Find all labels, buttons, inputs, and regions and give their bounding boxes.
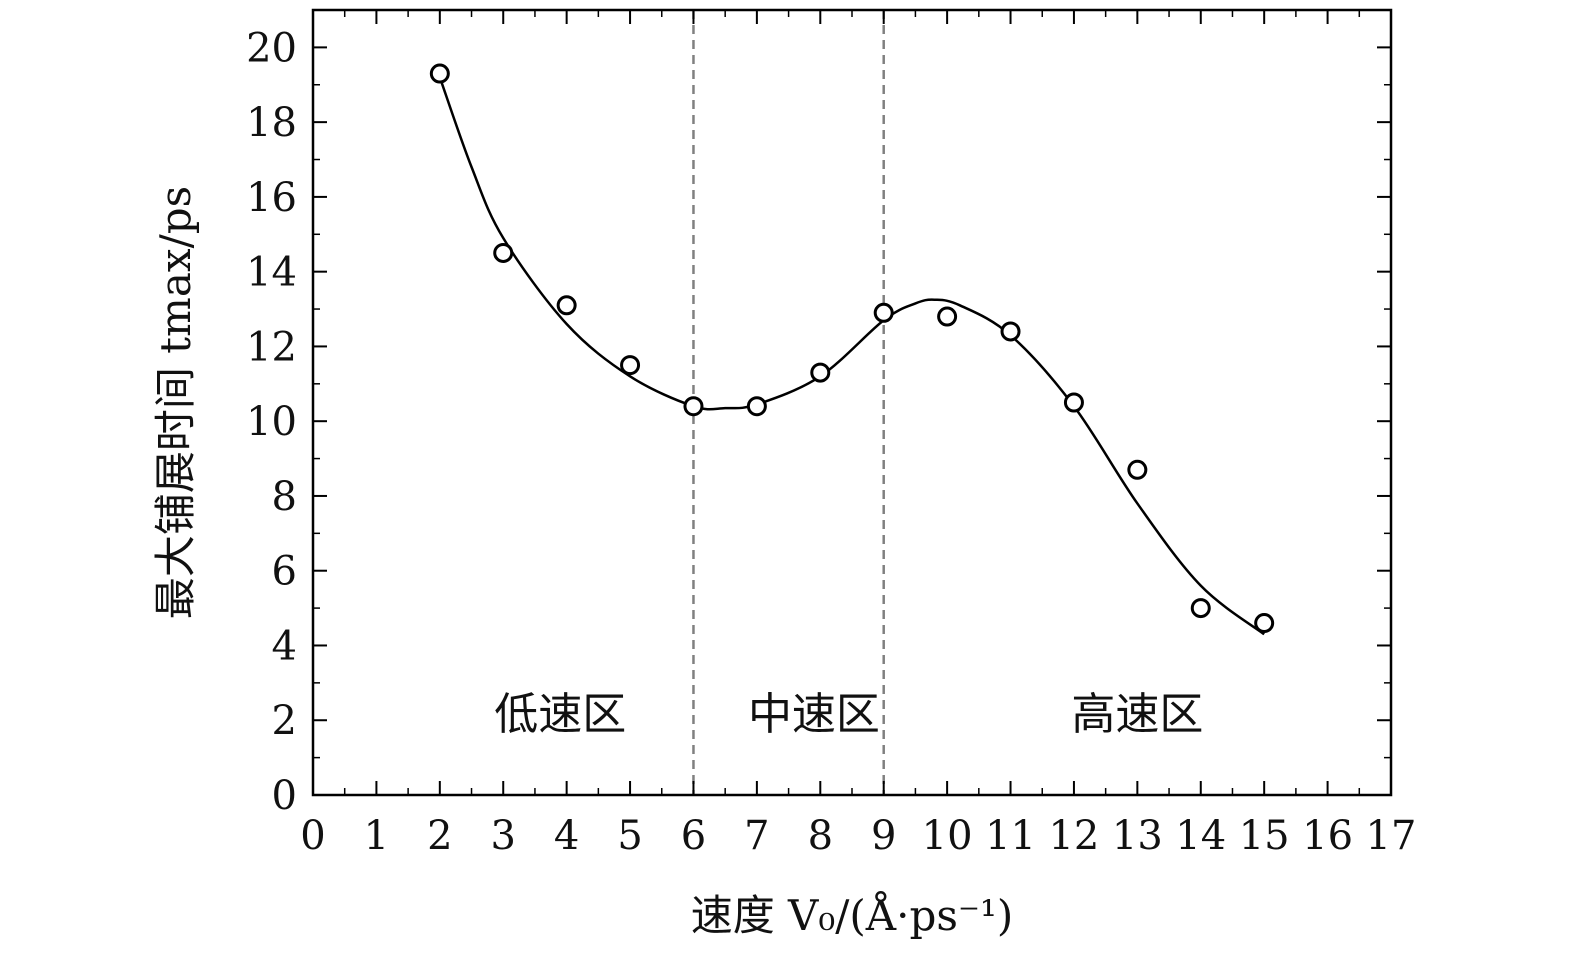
fit-curve <box>438 76 1265 636</box>
region-divider-lines <box>692 10 885 795</box>
x-tick-label: 3 <box>491 813 516 859</box>
x-tick-label: 4 <box>554 813 579 859</box>
data-point <box>873 302 894 323</box>
y-tick-label: 10 <box>246 399 297 445</box>
y-tick-label: 16 <box>246 175 297 221</box>
y-tick-label: 0 <box>272 773 297 819</box>
y-tick-label: 14 <box>246 250 297 296</box>
x-tick-label: 10 <box>922 813 973 859</box>
region-labels: 低速区 中速区 高速区 <box>494 689 1203 740</box>
x-tick-label: 12 <box>1048 813 1099 859</box>
x-tick-label: 7 <box>744 813 769 859</box>
data-point <box>556 295 577 316</box>
plot-frame <box>311 8 1393 797</box>
y-tick-label: 20 <box>246 25 297 71</box>
y-tick-label: 2 <box>272 698 297 744</box>
x-tick-label: 15 <box>1239 813 1290 859</box>
data-point <box>937 306 958 327</box>
x-tick-labels: 0 1 2 3 4 5 6 7 8 9 10 11 12 13 14 15 16 17 <box>300 813 1416 859</box>
data-point <box>1063 392 1084 413</box>
data-point <box>493 242 514 263</box>
data-point <box>1254 613 1275 634</box>
y-tick-label: 18 <box>246 100 297 146</box>
x-tick-label: 5 <box>617 813 642 859</box>
x-tick-label: 8 <box>808 813 833 859</box>
y-tick-label: 6 <box>272 549 297 595</box>
y-tick-label: 12 <box>246 324 297 370</box>
x-tick-label: 1 <box>364 813 389 859</box>
y-axis-title: 最大铺展时间 tmax/ps <box>151 186 200 619</box>
data-point <box>683 396 704 417</box>
data-points-layer <box>429 63 1275 634</box>
x-tick-label: 13 <box>1112 813 1163 859</box>
y-tick-label: 8 <box>272 474 297 520</box>
x-tick-label: 14 <box>1175 813 1226 859</box>
y-tick-labels: 0 2 4 6 8 10 12 14 16 18 20 <box>246 25 297 819</box>
x-tick-label: 6 <box>681 813 706 859</box>
x-tick-label: 11 <box>985 813 1036 859</box>
x-tick-label: 2 <box>427 813 452 859</box>
fit-curve-layer <box>438 76 1265 636</box>
y-tick-label: 4 <box>272 623 297 669</box>
data-point <box>429 63 450 84</box>
axis-ticks <box>312 10 1392 796</box>
data-point <box>746 396 767 417</box>
data-point <box>810 362 831 383</box>
x-tick-label: 9 <box>871 813 896 859</box>
x-tick-label: 0 <box>300 813 325 859</box>
region-label-1: 中速区 <box>748 689 880 740</box>
data-point <box>620 355 641 376</box>
x-axis-title: 速度 V₀/(Å·ps⁻¹) <box>691 890 1014 940</box>
region-label-0: 低速区 <box>494 689 626 740</box>
data-point <box>1190 598 1211 619</box>
x-tick-label: 17 <box>1366 813 1417 859</box>
x-tick-label: 16 <box>1302 813 1353 859</box>
region-label-2: 高速区 <box>1071 689 1203 740</box>
data-point <box>1000 321 1021 342</box>
data-point <box>1127 459 1148 480</box>
